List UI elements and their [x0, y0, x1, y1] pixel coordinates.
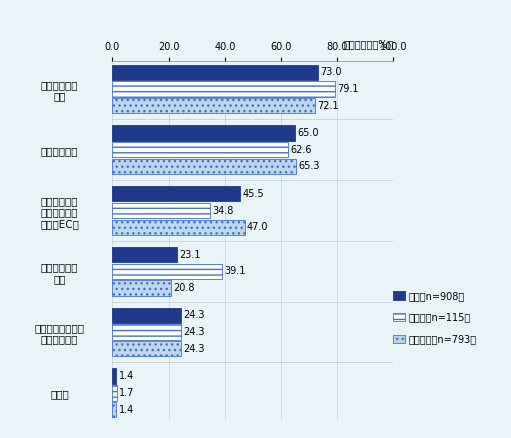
Text: 79.1: 79.1 — [337, 84, 359, 94]
Text: 24.3: 24.3 — [183, 311, 204, 320]
Bar — [112, 125, 295, 141]
Text: 23.1: 23.1 — [179, 250, 201, 260]
Text: 1.4: 1.4 — [119, 371, 134, 381]
Bar — [112, 402, 117, 417]
Text: 73.0: 73.0 — [320, 67, 341, 77]
Bar — [112, 325, 181, 340]
Bar — [112, 203, 210, 218]
Text: 24.3: 24.3 — [183, 327, 204, 337]
Text: 62.6: 62.6 — [291, 145, 312, 155]
Bar — [112, 307, 181, 323]
Text: 20.8: 20.8 — [173, 283, 195, 293]
Bar — [112, 264, 222, 279]
Bar — [112, 81, 335, 97]
Bar — [112, 64, 317, 80]
Bar — [112, 280, 171, 296]
Bar — [112, 385, 117, 400]
Bar — [112, 341, 181, 357]
Text: 72.1: 72.1 — [317, 101, 339, 111]
Bar — [112, 247, 177, 262]
Bar — [112, 219, 245, 235]
Text: 47.0: 47.0 — [247, 222, 268, 232]
Bar — [112, 368, 117, 384]
Text: 1.7: 1.7 — [120, 388, 135, 398]
Text: 39.1: 39.1 — [224, 266, 246, 276]
Text: （複数回答、%）: （複数回答、%） — [343, 39, 393, 49]
Text: 65.3: 65.3 — [298, 162, 320, 171]
Text: 1.4: 1.4 — [119, 405, 134, 414]
Text: 24.3: 24.3 — [183, 344, 204, 354]
Bar — [112, 159, 296, 174]
Bar — [112, 186, 240, 201]
Text: 65.0: 65.0 — [297, 128, 319, 138]
Text: 45.5: 45.5 — [243, 189, 264, 199]
Text: 34.8: 34.8 — [213, 205, 234, 215]
Bar — [112, 98, 315, 113]
Bar — [112, 142, 288, 157]
Legend: 全体（n=908）, 大企業（n=115）, 中小企業（n=793）: 全体（n=908）, 大企業（n=115）, 中小企業（n=793） — [393, 291, 477, 344]
